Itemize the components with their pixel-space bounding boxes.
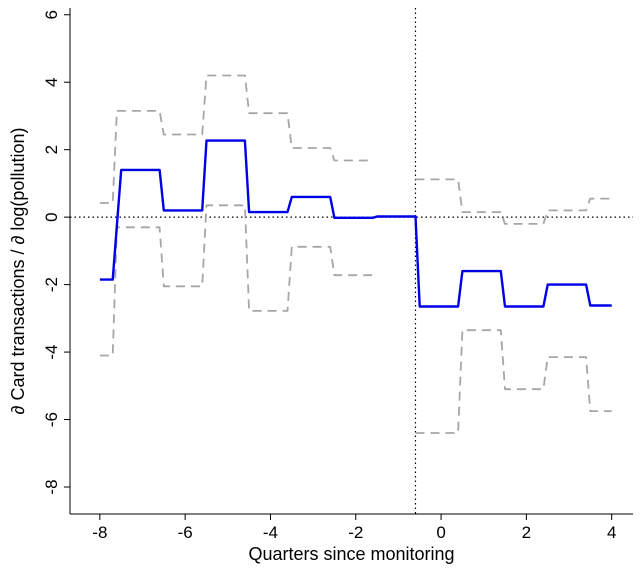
axes: -8 -6 -4 -2 0 2 4 -8 -6 -4 -2 0 2 4 6 (42, 8, 633, 542)
y-tick-label: -2 (42, 277, 61, 292)
y-tick-label: -4 (42, 345, 61, 360)
x-tick-label: 0 (436, 523, 445, 542)
x-tick-label: -2 (348, 523, 363, 542)
y-tick-label: 0 (42, 212, 61, 221)
y-axis-label: ∂ Card transactions / ∂ log(pollution) (8, 128, 28, 415)
y-tick-label: 4 (42, 77, 61, 86)
x-tick-label: -6 (178, 523, 193, 542)
x-tick-label: 4 (607, 523, 616, 542)
estimate-line-0 (99, 139, 612, 308)
x-tick-label: 2 (522, 523, 531, 542)
y-tick-label: -6 (42, 412, 61, 427)
ci-line-1 (99, 74, 373, 204)
ci-line-4 (415, 329, 612, 434)
plot-area (70, 8, 633, 514)
y-tick-label: -8 (42, 479, 61, 494)
y-tick-label: 2 (42, 145, 61, 154)
x-tick-label: -8 (92, 523, 107, 542)
y-tick-label: 6 (42, 10, 61, 19)
x-tick-label: -4 (263, 523, 278, 542)
ci-line-2 (99, 204, 373, 357)
x-axis-label: Quarters since monitoring (248, 544, 454, 564)
